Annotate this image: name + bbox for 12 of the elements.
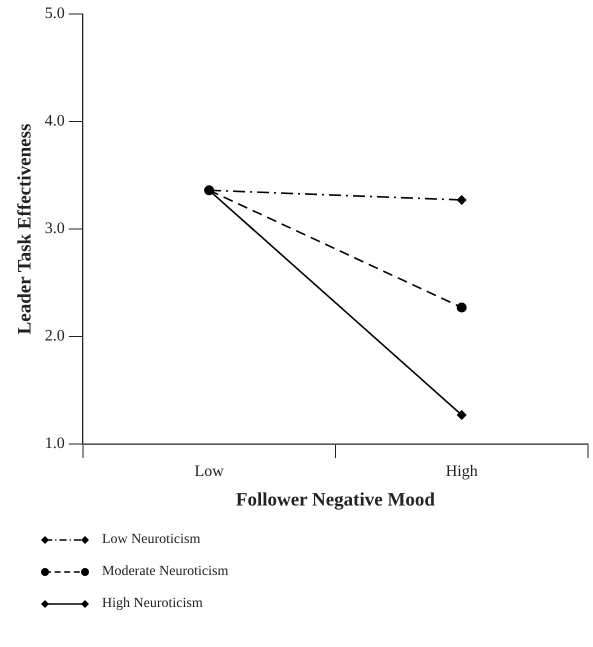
- y-tick-label: 4.0: [44, 112, 65, 130]
- legend-label: High Neuroticism: [102, 596, 203, 612]
- legend-label: Moderate Neuroticism: [102, 564, 228, 580]
- y-tick-label: 1.0: [44, 435, 65, 452]
- y-axis-title: Leader Task Effectiveness: [14, 124, 36, 334]
- y-tick-label: 2.0: [44, 328, 65, 345]
- x-axis-title: Follower Negative Mood: [236, 490, 436, 511]
- y-tick-label: 3.0: [44, 220, 65, 238]
- y-tick-label: 5.0: [44, 5, 65, 22]
- legend-label: Low Neuroticism: [102, 532, 200, 548]
- x-tick-label: High: [446, 462, 478, 480]
- x-tick-label: Low: [194, 462, 224, 480]
